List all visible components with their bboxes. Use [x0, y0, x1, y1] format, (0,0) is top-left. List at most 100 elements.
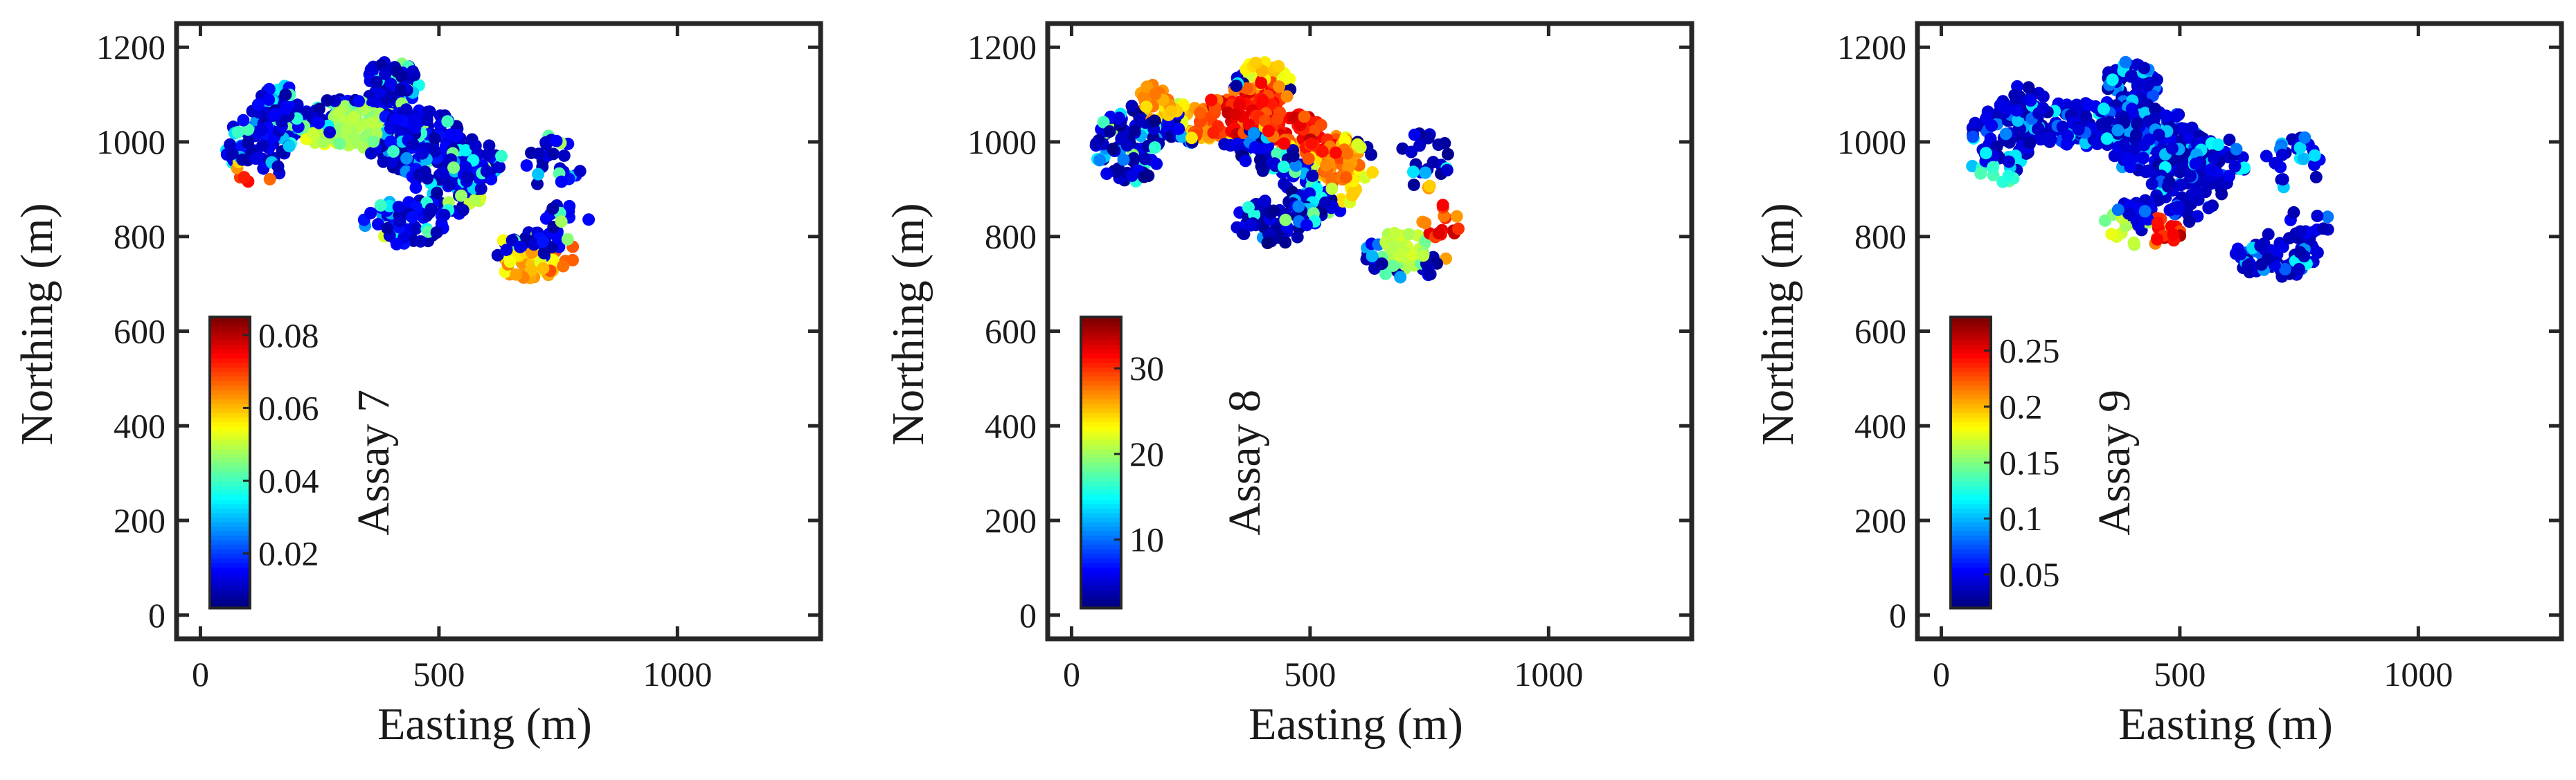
sample-point	[520, 159, 533, 172]
sample-point	[1341, 161, 1354, 174]
colorbar-band	[210, 567, 250, 572]
sample-point	[1247, 127, 1260, 140]
sample-point	[2143, 133, 2156, 146]
sample-point	[409, 222, 422, 235]
colorbar-band	[1951, 344, 1991, 350]
y-tick-label: 0	[1019, 596, 1037, 635]
sample-point	[1999, 127, 2012, 140]
y-tick-label: 0	[148, 596, 166, 635]
sample-point	[321, 94, 334, 107]
colorbar-band	[1081, 494, 1121, 500]
sample-point	[271, 160, 285, 173]
sample-point	[2309, 170, 2323, 183]
colorbar-tick-label: 0.04	[258, 462, 319, 500]
colorbar-band	[1951, 435, 1991, 441]
sample-point	[2276, 240, 2289, 253]
sample-point	[2170, 109, 2183, 123]
sample-point	[406, 65, 419, 78]
sample-point	[1366, 249, 1379, 262]
sample-point	[1339, 171, 1352, 184]
sample-point	[2308, 149, 2321, 162]
colorbar-band	[1081, 466, 1121, 473]
sample-point	[263, 172, 276, 185]
sample-point	[1125, 100, 1138, 113]
sample-point	[459, 144, 472, 157]
colorbar-band	[210, 376, 250, 381]
colorbar-tick-label: 30	[1129, 349, 1164, 388]
colorbar-band	[1951, 339, 1991, 345]
colorbar-band	[1951, 408, 1991, 413]
sample-point	[550, 134, 563, 147]
colorbar-band	[210, 417, 250, 422]
sample-point	[1237, 228, 1251, 241]
sample-point	[1450, 210, 1463, 223]
colorbar-band	[1951, 603, 1991, 609]
sample-point	[2111, 124, 2125, 137]
sample-point	[1140, 100, 1153, 114]
sample-point	[2010, 104, 2023, 117]
colorbar-band	[1081, 576, 1121, 581]
sample-point	[420, 114, 433, 126]
sample-point	[237, 114, 250, 127]
y-tick-label: 1200	[1837, 28, 1906, 66]
sample-point	[510, 268, 523, 281]
sample-point	[384, 135, 397, 148]
sample-point	[2261, 252, 2274, 265]
colorbar-band	[210, 553, 250, 559]
colorbar-band	[1081, 480, 1121, 486]
sample-point	[377, 155, 390, 168]
sample-point	[2276, 173, 2289, 186]
sample-point	[533, 147, 546, 161]
colorbar-band	[1951, 371, 1991, 377]
sample-point	[1128, 124, 1141, 137]
sample-point	[1207, 126, 1220, 139]
colorbar-band	[1081, 376, 1121, 381]
colorbar-band	[1081, 553, 1121, 559]
y-axis-label: Northing (m)	[883, 203, 933, 445]
colorbar-band	[1951, 439, 1991, 445]
sample-point	[447, 161, 460, 174]
colorbar-band	[1081, 581, 1121, 586]
colorbar-band	[1081, 430, 1121, 436]
sample-point	[1306, 170, 1319, 183]
colorbar-band	[1951, 353, 1991, 359]
colorbar-band	[210, 581, 250, 586]
sample-point	[547, 147, 560, 161]
colorbar-band	[210, 549, 250, 554]
sample-point	[1375, 257, 1388, 270]
colorbar-band	[1081, 562, 1121, 568]
sample-point	[2023, 136, 2036, 149]
sample-points	[1966, 55, 2334, 283]
sample-point	[333, 137, 346, 150]
sample-point	[2260, 149, 2273, 163]
sample-point	[2037, 102, 2050, 115]
sample-point	[1329, 146, 1342, 159]
sample-point	[2223, 134, 2236, 147]
colorbar-tick-label: 0.15	[1999, 443, 2060, 482]
colorbar-band	[1951, 380, 1991, 386]
colorbar-band	[1951, 544, 1991, 550]
x-tick-label: 0	[192, 655, 209, 693]
colorbar-band	[210, 521, 250, 527]
sample-point	[1262, 125, 1275, 138]
sample-point	[1291, 230, 1304, 244]
colorbar-band	[210, 571, 250, 577]
colorbar-label: Assay 9	[2089, 390, 2140, 536]
colorbar-band	[1081, 412, 1121, 418]
sample-point	[455, 189, 467, 202]
sample-point	[493, 161, 506, 174]
colorbar-band	[210, 444, 250, 450]
sample-point	[1292, 200, 1305, 213]
sample-point	[1441, 147, 1454, 161]
sample-point	[1137, 91, 1150, 104]
colorbar-band	[210, 362, 250, 368]
sample-point	[531, 177, 544, 190]
sample-point	[2262, 228, 2275, 241]
colorbar-band	[1951, 503, 1991, 509]
sample-point	[269, 107, 282, 120]
colorbar-band	[1081, 344, 1121, 350]
colorbar-band	[210, 498, 250, 505]
sample-point	[1366, 166, 1379, 179]
sample-point	[1320, 159, 1333, 172]
y-tick-label: 0	[1889, 596, 1906, 635]
